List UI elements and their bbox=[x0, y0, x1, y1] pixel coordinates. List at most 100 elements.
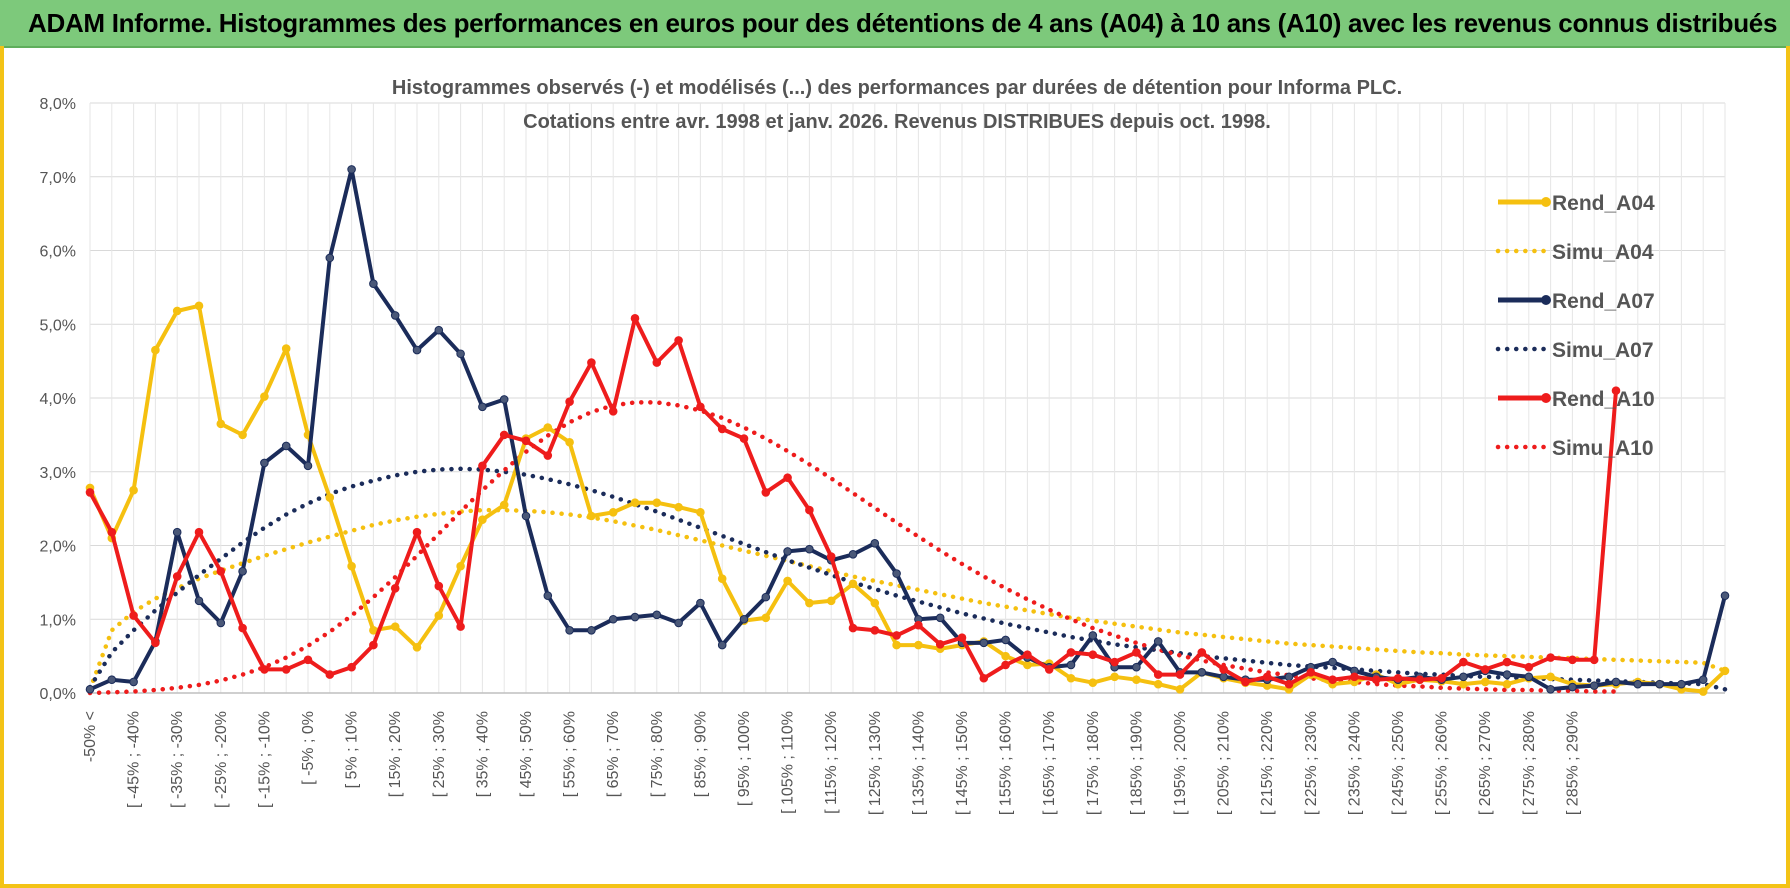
data-point-Rend_A10 bbox=[957, 633, 967, 642]
data-point-Rend_A10 bbox=[761, 488, 771, 497]
bottom-accent-bar bbox=[0, 884, 1790, 888]
data-point-Rend_A04 bbox=[674, 502, 683, 512]
x-tick-label: [ 95% ; 100% bbox=[736, 711, 753, 806]
x-tick-label: [ 225% ; 230% bbox=[1303, 711, 1320, 815]
x-tick-label: [ -5% ; 0% bbox=[300, 711, 317, 785]
data-point-Rend_A07 bbox=[1677, 679, 1686, 689]
x-tick-label: [ 175% ; 180% bbox=[1085, 711, 1102, 815]
data-point-Rend_A10 bbox=[1088, 650, 1098, 659]
data-point-Rend_A07 bbox=[172, 527, 182, 537]
data-point-Rend_A10 bbox=[369, 640, 378, 650]
data-point-Rend_A10 bbox=[303, 655, 313, 665]
data-point-Rend_A10 bbox=[674, 336, 683, 345]
data-point-Rend_A04 bbox=[848, 579, 858, 589]
right-accent-bar bbox=[1786, 46, 1790, 888]
data-point-Rend_A07 bbox=[434, 325, 444, 335]
data-point-Rend_A04 bbox=[151, 345, 160, 355]
data-point-Rend_A07 bbox=[521, 511, 531, 521]
chart-title: Histogrammes observés (-) et modélisés (… bbox=[392, 77, 1402, 99]
data-point-Rend_A04 bbox=[1175, 685, 1185, 694]
gridlines bbox=[89, 102, 1726, 694]
data-point-Rend_A04 bbox=[456, 561, 465, 571]
data-point-Rend_A07 bbox=[238, 567, 247, 576]
data-point-Rend_A04 bbox=[761, 613, 771, 623]
data-point-Rend_A10 bbox=[325, 670, 335, 679]
x-tick-label: [ 65% ; 70% bbox=[605, 711, 622, 797]
data-point-Rend_A07 bbox=[565, 626, 574, 635]
data-point-Rend_A07 bbox=[1568, 682, 1577, 692]
data-point-Rend_A04 bbox=[543, 423, 553, 432]
left-accent-bar bbox=[0, 46, 4, 888]
series-line-Rend_A04 bbox=[88, 303, 1727, 694]
data-point-Rend_A07 bbox=[1001, 635, 1010, 645]
data-point-Rend_A04 bbox=[1110, 672, 1119, 682]
data-point-Rend_A04 bbox=[652, 498, 662, 508]
data-point-Rend_A10 bbox=[1546, 653, 1555, 662]
data-point-Rend_A04 bbox=[1502, 679, 1512, 689]
x-tick-label: [ 245% ; 250% bbox=[1390, 711, 1407, 815]
data-point-Rend_A10 bbox=[1284, 679, 1294, 689]
data-point-Rend_A04 bbox=[478, 515, 487, 524]
data-point-Rend_A10 bbox=[499, 430, 509, 440]
data-point-Rend_A07 bbox=[1589, 681, 1599, 690]
data-point-Rend_A10 bbox=[587, 358, 596, 367]
legend-label-Simu_A07: Simu_A07 bbox=[1552, 339, 1654, 362]
x-axis: -50% < [ -45% ; -40% [ -35% ; -30% [ -25% ;… bbox=[82, 711, 1581, 815]
legend-label-Rend_A10: Rend_A10 bbox=[1552, 388, 1655, 411]
data-point-Rend_A10 bbox=[630, 314, 640, 323]
data-point-Rend_A04 bbox=[434, 611, 444, 620]
data-point-Rend_A04 bbox=[412, 642, 422, 652]
y-tick-label: 4,0% bbox=[40, 391, 76, 408]
data-point-Rend_A04 bbox=[1480, 677, 1490, 687]
y-tick-label: 1,0% bbox=[40, 612, 76, 629]
data-point-Rend_A10 bbox=[805, 505, 814, 515]
x-tick-label: [ 155% ; 160% bbox=[998, 711, 1015, 815]
data-point-Rend_A07 bbox=[805, 544, 814, 554]
y-axis: 0,0% 1,0% 2,0% 3,0% 4,0% 5,0% 6,0% 7,0% 8,0% bbox=[40, 96, 76, 703]
data-point-Rend_A04 bbox=[238, 430, 247, 440]
data-point-Rend_A07 bbox=[456, 349, 465, 359]
x-tick-label: [ 195% ; 200% bbox=[1172, 711, 1189, 815]
x-tick-label: [ 185% ; 190% bbox=[1128, 711, 1145, 815]
data-point-Rend_A07 bbox=[1153, 637, 1163, 646]
data-point-Rend_A04 bbox=[870, 598, 880, 608]
data-point-Rend_A07 bbox=[412, 345, 422, 355]
data-point-Rend_A07 bbox=[1524, 672, 1534, 682]
data-point-Rend_A04 bbox=[1088, 678, 1098, 687]
y-tick-label: 0,0% bbox=[40, 686, 76, 703]
data-point-Rend_A07 bbox=[783, 547, 792, 556]
data-point-Rend_A07 bbox=[630, 612, 640, 622]
data-point-Rend_A10 bbox=[238, 623, 247, 633]
data-point-Rend_A10 bbox=[456, 622, 465, 631]
data-point-Rend_A07 bbox=[892, 569, 901, 578]
data-point-Rend_A04 bbox=[260, 392, 269, 401]
data-point-Rend_A10 bbox=[1241, 677, 1250, 687]
data-point-Rend_A07 bbox=[717, 640, 727, 650]
data-point-Rend_A04 bbox=[1546, 672, 1555, 682]
data-point-Rend_A07 bbox=[543, 591, 553, 600]
data-point-Rend_A07 bbox=[1546, 685, 1555, 694]
data-point-Rend_A10 bbox=[826, 552, 836, 561]
data-point-Rend_A10 bbox=[172, 572, 182, 581]
data-point-Rend_A07 bbox=[1698, 675, 1708, 685]
banner-title: ADAM Informe. Histogrammes des performan… bbox=[28, 8, 1778, 38]
y-tick-label: 2,0% bbox=[40, 539, 76, 556]
data-point-Rend_A07 bbox=[1132, 662, 1141, 672]
data-point-Rend_A04 bbox=[565, 437, 574, 447]
data-point-Rend_A10 bbox=[1589, 655, 1599, 665]
data-point-Rend_A10 bbox=[151, 638, 160, 648]
data-point-Rend_A04 bbox=[1459, 679, 1468, 689]
data-point-Rend_A10 bbox=[1219, 665, 1228, 674]
data-point-Rend_A10 bbox=[892, 631, 901, 640]
data-point-Rend_A07 bbox=[935, 613, 945, 623]
data-point-Rend_A10 bbox=[1262, 672, 1272, 682]
data-point-Rend_A04 bbox=[1001, 651, 1010, 661]
data-point-Rend_A07 bbox=[870, 538, 880, 548]
data-point-Rend_A10 bbox=[1459, 657, 1468, 667]
data-point-Rend_A07 bbox=[281, 441, 291, 451]
data-point-Rend_A07 bbox=[499, 395, 509, 404]
data-point-Rend_A10 bbox=[1175, 670, 1185, 679]
y-tick-label: 3,0% bbox=[40, 465, 76, 482]
data-point-Rend_A07 bbox=[1459, 672, 1468, 682]
